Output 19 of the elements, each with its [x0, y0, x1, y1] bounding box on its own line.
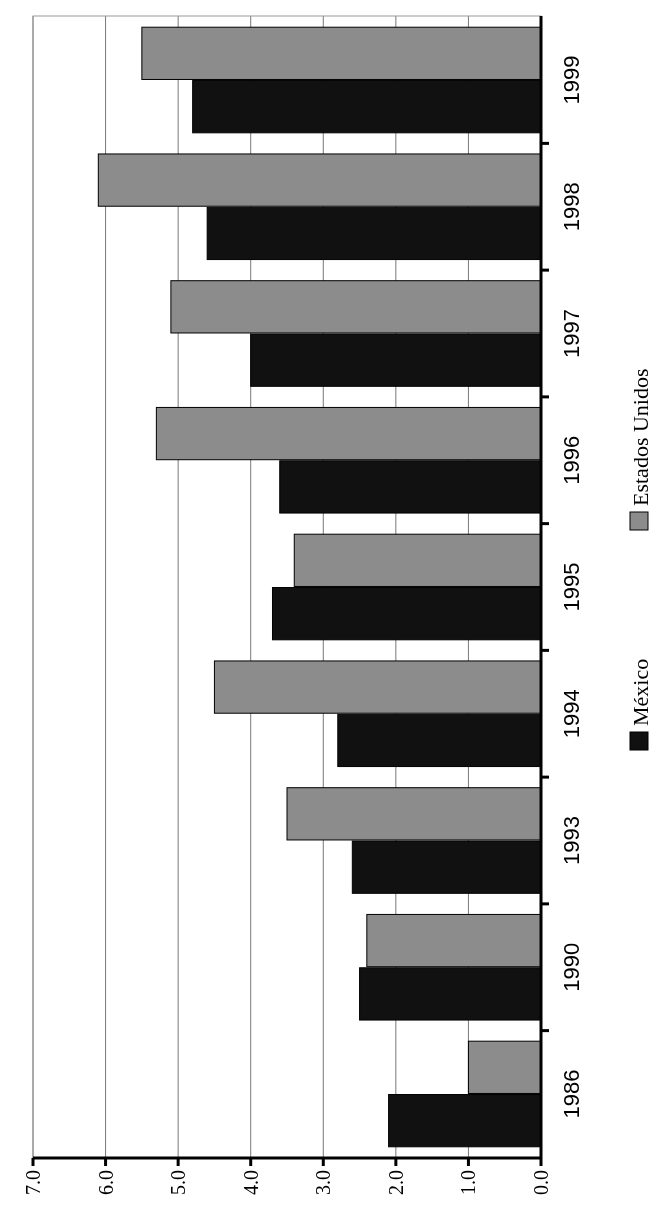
x-tick-label: 1.0: [457, 1170, 480, 1195]
y-tick-label: 1996: [558, 435, 584, 485]
y-tick-label: 1986: [558, 1069, 584, 1119]
x-tick-label: 4.0: [239, 1170, 262, 1195]
x-tick-label: 7.0: [22, 1170, 44, 1195]
y-tick-label: 1994: [558, 689, 584, 739]
x-tick-label: 3.0: [312, 1170, 335, 1195]
text: México: [627, 658, 653, 726]
x-tick-label: 6.0: [94, 1170, 117, 1195]
y-tick-label: 1990: [558, 942, 584, 992]
y-tick-label: 1998: [558, 182, 584, 232]
text: Estados Unidos: [627, 368, 653, 506]
x-tick-label: 2.0: [384, 1170, 407, 1195]
y-tick-label: 1997: [558, 309, 584, 358]
y-tick-label: 1995: [558, 562, 584, 612]
y-tick-label: 1999: [558, 55, 584, 105]
y-tick-label: 1993: [558, 816, 584, 865]
x-tick-label: 5.0: [167, 1170, 190, 1195]
x-tick-label: 0.0: [530, 1170, 552, 1195]
